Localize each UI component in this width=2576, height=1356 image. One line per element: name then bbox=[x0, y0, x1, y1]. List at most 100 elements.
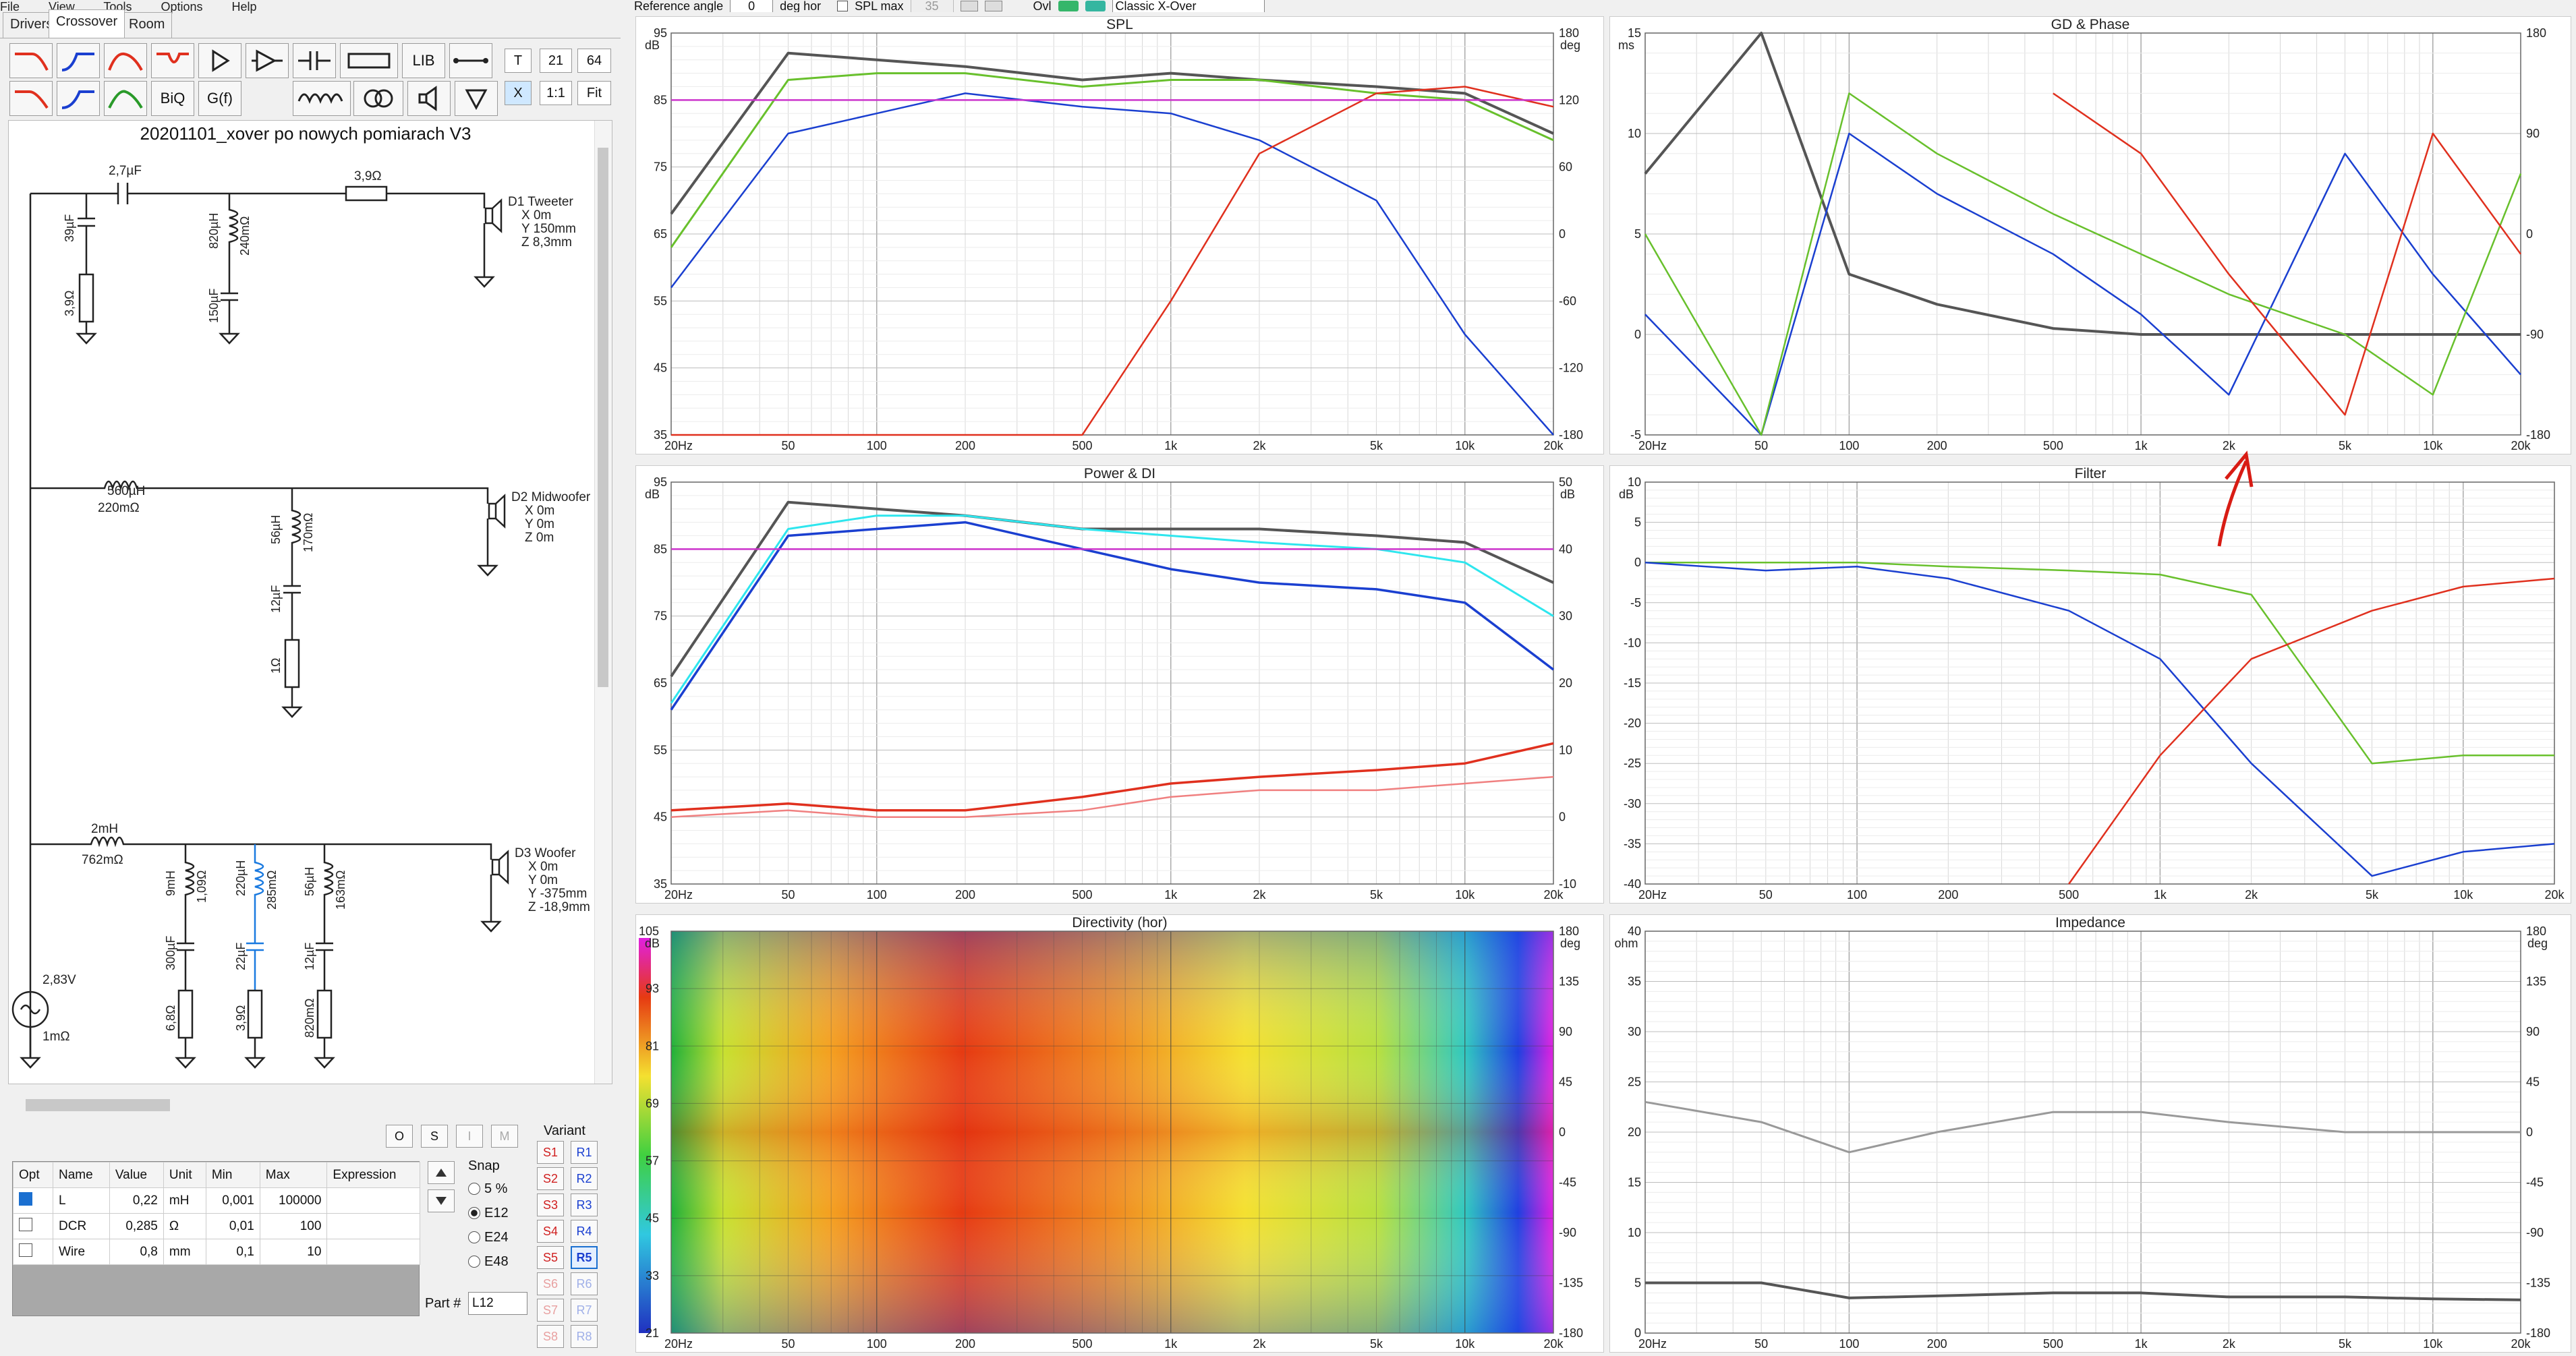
s-button[interactable]: S bbox=[421, 1125, 448, 1148]
schematic-vscroll[interactable] bbox=[594, 121, 612, 1084]
gf-button[interactable]: G(f) bbox=[198, 81, 241, 116]
row-min[interactable]: 0,1 bbox=[205, 1239, 260, 1265]
x-button[interactable]: X bbox=[505, 81, 532, 105]
variant-r7-button[interactable]: R7 bbox=[571, 1299, 598, 1322]
notch-tool-icon[interactable] bbox=[151, 43, 194, 78]
variant-r4-button[interactable]: R4 bbox=[571, 1220, 598, 1243]
ratio-button[interactable]: 1:1 bbox=[540, 81, 572, 105]
y2-tick-label: 10 bbox=[1559, 743, 1572, 757]
menu-file[interactable]: File bbox=[0, 0, 20, 13]
value-field-1[interactable]: 21 bbox=[540, 49, 572, 73]
schematic-hscroll[interactable] bbox=[8, 1094, 612, 1117]
table-row[interactable]: DCR 0,285 Ω 0,01 100 bbox=[12, 1213, 420, 1239]
reference-angle-input[interactable]: 0 bbox=[730, 0, 774, 12]
spl-max-checkbox[interactable] bbox=[837, 1, 849, 11]
variant-r2-button[interactable]: R2 bbox=[571, 1167, 598, 1190]
row-expression[interactable] bbox=[326, 1239, 420, 1265]
snap-option-e24[interactable]: E24 bbox=[468, 1225, 533, 1249]
move-up-button[interactable] bbox=[428, 1161, 455, 1184]
play-tool-icon[interactable] bbox=[198, 43, 241, 78]
ground-tool-icon[interactable] bbox=[455, 81, 498, 116]
variant-s3-button[interactable]: S3 bbox=[537, 1193, 564, 1216]
row-max[interactable]: 10 bbox=[259, 1239, 328, 1265]
bandpass-red-tool-icon[interactable] bbox=[104, 43, 147, 78]
series-line-1 bbox=[1644, 32, 2521, 336]
row-expression[interactable] bbox=[326, 1187, 420, 1214]
value-field-2[interactable]: 64 bbox=[577, 49, 611, 73]
amplifier-tool-icon[interactable] bbox=[246, 43, 289, 78]
table-row[interactable]: L 0,22 mH 0,001 100000 bbox=[12, 1187, 420, 1214]
series-line-4 bbox=[2053, 92, 2522, 416]
row-max[interactable]: 100 bbox=[259, 1213, 328, 1239]
impedance-chart-panel[interactable]: Impedance 40 35 30 25 20 15 10 5 0 180 135 90 45 0 -45-… bbox=[1609, 914, 2571, 1353]
variant-s1-button[interactable]: S1 bbox=[537, 1141, 564, 1164]
gd-phase-chart-panel[interactable]: GD & Phase 15 10 5 0 -5 180 90 0 -90 -180 ms 20Hz 50 1… bbox=[1609, 16, 2571, 454]
row-value[interactable]: 0,8 bbox=[109, 1239, 164, 1265]
variant-r3-button[interactable]: R3 bbox=[571, 1193, 598, 1216]
variant-r5-button[interactable]: R5 bbox=[571, 1246, 598, 1269]
highpass-red-tool-icon[interactable] bbox=[9, 43, 53, 78]
opt-checkbox[interactable] bbox=[19, 1191, 32, 1206]
variant-s2-button[interactable]: S2 bbox=[537, 1167, 564, 1190]
row-value[interactable]: 0,285 bbox=[109, 1213, 164, 1239]
schematic-canvas[interactable]: 20201101_xover po nowych pomiarach V3 bbox=[8, 120, 612, 1084]
variant-s5-button[interactable]: S5 bbox=[537, 1246, 564, 1269]
tab-room[interactable]: Room bbox=[121, 12, 173, 38]
menu-options[interactable]: Options bbox=[161, 0, 203, 13]
m-button[interactable]: M bbox=[491, 1125, 518, 1148]
row-name: Wire bbox=[53, 1239, 110, 1265]
y-tick-label: -15 bbox=[1624, 676, 1641, 690]
variant-r1-button[interactable]: R1 bbox=[571, 1141, 598, 1164]
biquad-button[interactable]: BiQ bbox=[151, 81, 194, 116]
variant-s6-button[interactable]: S6 bbox=[537, 1272, 564, 1295]
spin-down-icon[interactable] bbox=[960, 1, 978, 11]
part-field[interactable]: L12 bbox=[468, 1292, 527, 1315]
add-overlay-icon[interactable] bbox=[1058, 1, 1079, 11]
snap-option-e48[interactable]: E48 bbox=[468, 1249, 533, 1274]
lib-button[interactable]: LIB bbox=[402, 43, 445, 78]
y2-tick-label: -120 bbox=[1559, 361, 1583, 375]
wire-tool-icon[interactable] bbox=[449, 43, 492, 78]
spin-up-icon[interactable] bbox=[984, 1, 1002, 11]
filter-chart-panel[interactable]: Filter 10 5 0 -5 -10 -15 -20 -25 -30 -35 -40 dB 20Hz 5… bbox=[1609, 465, 2571, 904]
t-button[interactable]: T bbox=[505, 49, 532, 73]
variant-s8-button[interactable]: S8 bbox=[537, 1325, 564, 1348]
spl-chart-panel[interactable]: SPL 95 85 75 65 55 45 35 180 120 60 0 -60 -120 -180 dB d… bbox=[635, 16, 1604, 454]
opt-checkbox[interactable] bbox=[19, 1217, 32, 1231]
bandpass-green-tool-icon[interactable] bbox=[104, 81, 147, 116]
preset-select[interactable]: Classic X-Over bbox=[1112, 0, 1265, 12]
row-min[interactable]: 0,001 bbox=[205, 1187, 260, 1214]
variant-s7-button[interactable]: S7 bbox=[537, 1299, 564, 1322]
resistor-tool-icon[interactable] bbox=[340, 43, 398, 78]
menu-help[interactable]: Help bbox=[231, 0, 257, 13]
table-row[interactable]: Wire 0,8 mm 0,1 10 bbox=[12, 1239, 420, 1265]
directivity-chart-panel[interactable]: Directivity (hor) 105 93 81 69 57 45 33 21 180 135… bbox=[635, 914, 1604, 1353]
highpass-2-tool-icon[interactable] bbox=[9, 81, 53, 116]
snap-option-e12[interactable]: E12 bbox=[468, 1201, 533, 1225]
row-expression[interactable] bbox=[326, 1213, 420, 1239]
tab-crossover[interactable]: Crossover bbox=[49, 9, 125, 38]
x-tick-label: 50 bbox=[781, 439, 795, 452]
power-di-chart-panel[interactable]: Power & DI 95 85 75 65 55 45 35 50 40 30 20 10 0 -10 dB… bbox=[635, 465, 1604, 904]
variant-s4-button[interactable]: S4 bbox=[537, 1220, 564, 1243]
row-value[interactable]: 0,22 bbox=[109, 1187, 164, 1214]
spl-max-input[interactable]: 35 bbox=[910, 0, 954, 12]
fit-button[interactable]: Fit bbox=[577, 81, 611, 105]
snap-option-5[interactable]: 5 % bbox=[468, 1177, 533, 1201]
move-down-button[interactable] bbox=[428, 1189, 455, 1212]
lowpass-2-tool-icon[interactable] bbox=[57, 81, 100, 116]
variant-r6-button[interactable]: R6 bbox=[571, 1272, 598, 1295]
capacitor-tool-icon[interactable] bbox=[293, 43, 336, 78]
row-min[interactable]: 0,01 bbox=[205, 1213, 260, 1239]
o-button[interactable]: O bbox=[386, 1125, 413, 1148]
inductor-tool-icon[interactable] bbox=[293, 81, 351, 116]
y2-tick-label: -180 bbox=[1559, 428, 1583, 442]
opt-checkbox[interactable] bbox=[19, 1243, 32, 1257]
overlay-settings-icon[interactable] bbox=[1085, 1, 1106, 11]
row-max[interactable]: 100000 bbox=[259, 1187, 328, 1214]
i-button[interactable]: I bbox=[456, 1125, 483, 1148]
lowpass-blue-tool-icon[interactable] bbox=[57, 43, 100, 78]
speaker-tool-icon[interactable] bbox=[407, 81, 451, 116]
variant-r8-button[interactable]: R8 bbox=[571, 1325, 598, 1348]
transformer-tool-icon[interactable] bbox=[353, 81, 403, 116]
